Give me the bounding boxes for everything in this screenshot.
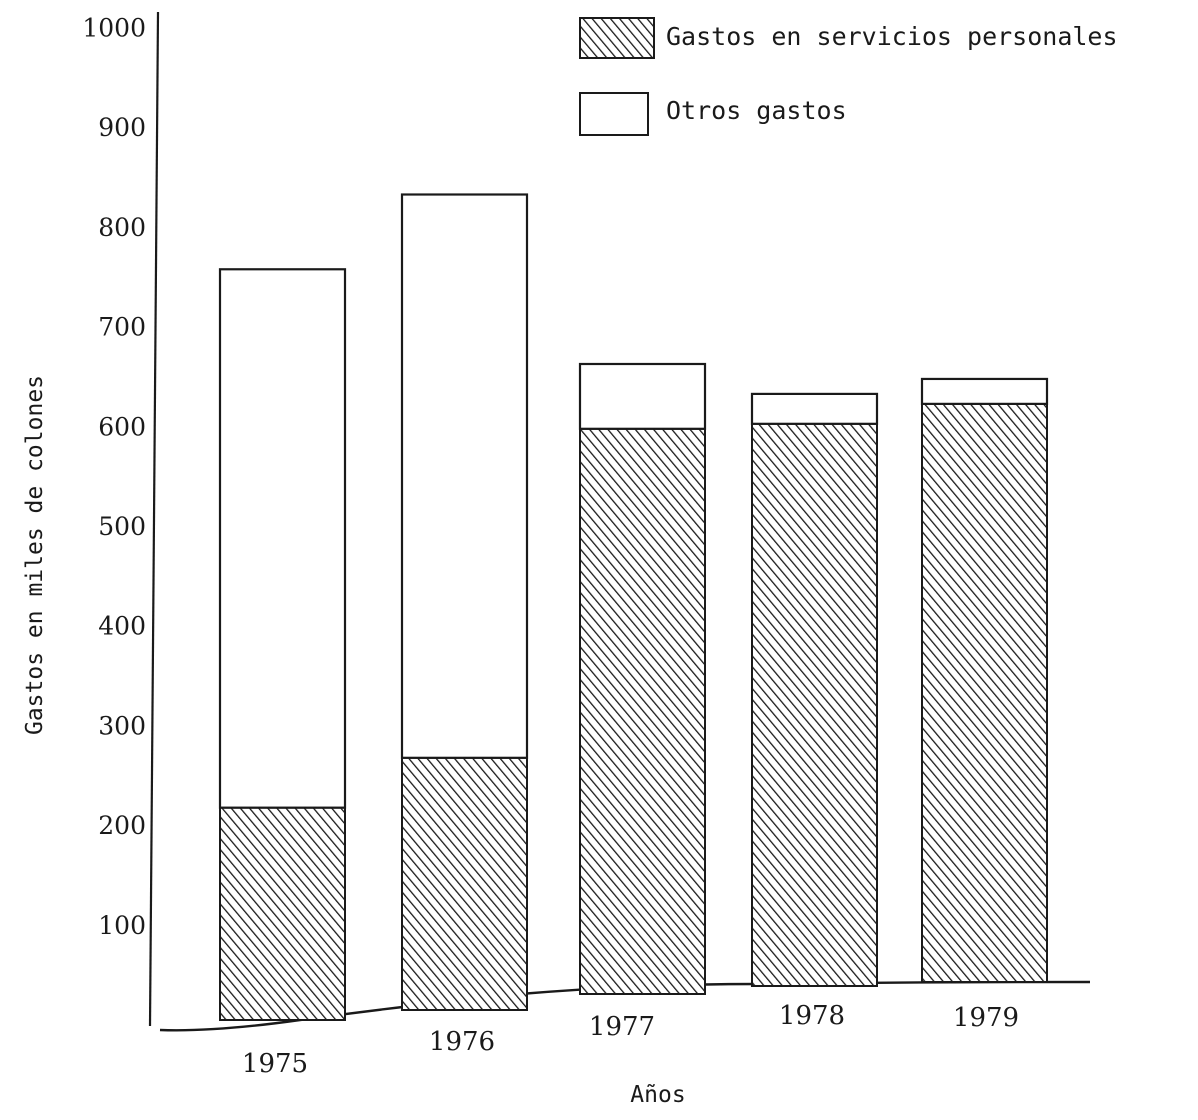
x-tick-labels: 1975 1976 1977 1978 1979 [242,1001,1019,1079]
legend-label-servicios: Gastos en servicios personales [666,22,1118,51]
y-tick-label: 500 [98,512,146,541]
y-tick-label: 300 [98,711,146,740]
bar-servicios-personales-1976 [401,756,528,1011]
y-tick-label: 900 [98,113,146,142]
bar-servicios-personales-1975 [219,806,346,1021]
legend-swatch-servicios [579,17,655,59]
bar-servicios-personales-1978 [751,422,878,987]
y-tick-label: 200 [98,811,146,840]
x-tick-label-1978: 1978 [779,1001,845,1031]
legend-label-otros: Otros gastos [666,96,847,125]
bar-otros-gastos-1976 [400,193,529,759]
bar-servicios-personales-1979 [921,402,1048,983]
bar-servicios-personales-1977 [579,427,706,995]
x-axis-baseline [159,980,1091,1032]
y-tick-label: 100 [98,911,146,940]
y-tick-label: 1000 [82,14,146,43]
y-tick-label: 400 [98,612,146,641]
y-tick-label: 700 [98,313,146,342]
bar-otros-gastos-1975 [218,268,347,809]
y-tick-label: 600 [98,412,146,441]
y-axis-title: Gastos en miles de colones [22,375,48,735]
bar-otros-gastos-1978 [750,392,879,425]
legend: Gastos en servicios personales Otros gas… [579,17,1118,136]
y-tick-label: 800 [98,213,146,242]
x-tick-label-1976: 1976 [429,1027,495,1057]
y-tick-labels: 100 200 300 400 500 600 700 800 900 1000 [82,14,146,940]
y-axis-line [148,11,160,1027]
x-tick-label-1979: 1979 [953,1003,1019,1033]
bars [218,193,1049,1021]
bar-otros-gastos-1979 [920,377,1049,405]
x-axis-title: Años [630,1082,685,1108]
bar-otros-gastos-1977 [578,362,707,430]
x-tick-label-1977: 1977 [589,1012,655,1042]
legend-swatch-otros [579,92,649,136]
x-tick-label-1975: 1975 [242,1049,308,1079]
